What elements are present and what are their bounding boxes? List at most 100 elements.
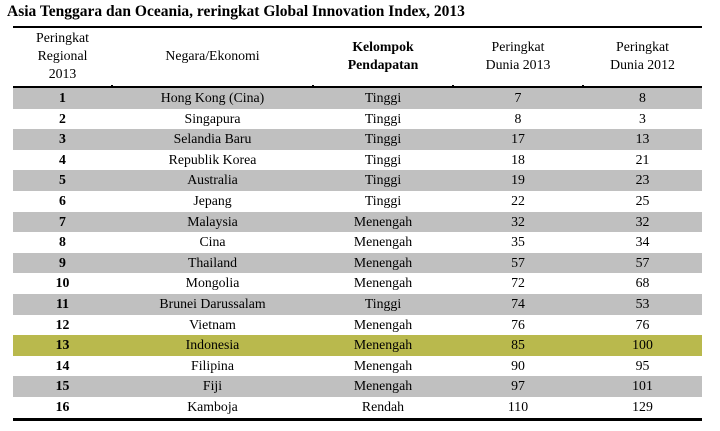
col-header-peringkat-dunia-2013: Peringkat Dunia 2013 xyxy=(453,26,583,88)
world-rank-2012-cell: 76 xyxy=(635,316,650,332)
income-group-cell: Tinggi xyxy=(364,151,402,167)
regional-rank-cell: 16 xyxy=(13,396,112,421)
world-rank-2013-cell: 76 xyxy=(511,316,525,332)
regional-rank-cell: 12 xyxy=(55,316,70,332)
table-row: 5 Australia Tinggi 19 23 xyxy=(13,170,702,191)
income-group-cell: Menengah xyxy=(353,275,413,291)
regional-rank-cell: 15 xyxy=(55,378,70,394)
table-row: 8 Cina Menengah 35 34 xyxy=(13,232,702,253)
table-row: 10 Mongolia Menengah 72 68 xyxy=(13,273,702,294)
income-group-cell: Menengah xyxy=(353,234,413,250)
world-rank-2013-cell: 97 xyxy=(511,378,525,394)
col-header-peringkat-regional-2013: Peringkat Regional 2013 xyxy=(13,26,112,88)
table-row: 14 Filipina Menengah 90 95 xyxy=(13,355,702,377)
world-rank-2012-cell: 3 xyxy=(639,110,646,126)
world-rank-2013-cell: 85 xyxy=(511,337,525,353)
col-header-peringkat-dunia-2012: Peringkat Dunia 2012 xyxy=(583,26,702,88)
country-cell: Hong Kong (Cina) xyxy=(160,90,265,106)
table-row: 6 Jepang Tinggi 22 25 xyxy=(13,190,702,212)
world-rank-2013-cell: 57 xyxy=(511,254,525,270)
income-group-cell: Menengah xyxy=(353,357,413,373)
country-cell: Indonesia xyxy=(185,337,240,353)
regional-rank-cell: 13 xyxy=(55,337,70,353)
regional-rank-cell: 14 xyxy=(55,357,70,373)
table-row: 7 Malaysia Menengah 32 32 xyxy=(13,211,702,233)
table-row: 3 Selandia Baru Tinggi 17 13 xyxy=(13,129,702,150)
country-cell: Mongolia xyxy=(185,275,240,291)
country-cell: Singapura xyxy=(184,110,241,126)
world-rank-2012-cell: 57 xyxy=(635,254,650,270)
country-cell: Malaysia xyxy=(187,213,238,229)
world-rank-2013-cell: 8 xyxy=(514,110,522,126)
regional-rank-cell: 4 xyxy=(59,151,66,167)
regional-rank-cell: 10 xyxy=(55,275,70,291)
country-cell: Selandia Baru xyxy=(173,131,252,147)
country-cell: Jepang xyxy=(193,192,232,208)
world-rank-2013-cell: 90 xyxy=(511,357,525,373)
world-rank-2012-cell: 23 xyxy=(635,172,650,188)
table-row: 2 Singapura Tinggi 8 3 xyxy=(13,108,702,130)
table-row: 13 Indonesia Menengah 85 100 xyxy=(13,335,702,356)
income-group-cell: Menengah xyxy=(353,213,413,229)
world-rank-2012-cell: 95 xyxy=(635,357,650,373)
regional-rank-cell: 1 xyxy=(59,90,66,106)
world-rank-2013-cell: 22 xyxy=(511,192,525,208)
world-rank-2013-cell: 19 xyxy=(511,172,525,188)
table-row: 12 Vietnam Menengah 76 76 xyxy=(13,314,702,336)
col-header-kelompok-pendapatan: Kelompok Pendapatan xyxy=(313,26,453,88)
world-rank-2012-cell: 8 xyxy=(639,90,646,106)
regional-rank-cell: 11 xyxy=(55,295,70,311)
table-row: 16 Kamboja Rendah 110 129 xyxy=(13,396,702,421)
col-header-negara-ekonomi: Negara/Ekonomi xyxy=(112,26,313,88)
country-cell: Cina xyxy=(199,234,226,250)
income-group-cell: Tinggi xyxy=(364,192,402,208)
table-row: 4 Republik Korea Tinggi 18 21 xyxy=(13,149,702,171)
world-rank-2012-cell: 129 xyxy=(583,396,702,421)
regional-rank-cell: 5 xyxy=(59,172,66,188)
world-rank-2013-cell: 72 xyxy=(511,275,525,291)
world-rank-2012-cell: 25 xyxy=(635,192,650,208)
regional-rank-cell: 8 xyxy=(59,234,66,250)
income-group-cell: Menengah xyxy=(353,316,413,332)
column-boundary-tick xyxy=(452,84,454,88)
world-rank-2012-cell: 13 xyxy=(635,131,650,147)
table-header: Peringkat Regional 2013 Negara/Ekonomi K… xyxy=(13,26,702,88)
world-rank-2013-cell: 35 xyxy=(511,234,525,250)
country-cell: Thailand xyxy=(187,254,238,270)
country-cell: Filipina xyxy=(191,357,234,373)
world-rank-2013-cell: 17 xyxy=(511,131,525,147)
country-cell: Fiji xyxy=(202,378,223,394)
world-rank-2012-cell: 32 xyxy=(635,213,650,229)
document-title: Asia Tenggara dan Oceania, reringkat Glo… xyxy=(7,3,465,20)
world-rank-2012-cell: 21 xyxy=(635,151,650,167)
world-rank-2012-cell: 53 xyxy=(635,295,650,311)
world-rank-2012-cell: 100 xyxy=(632,337,653,353)
income-group-cell: Menengah xyxy=(353,337,413,353)
table-row: 1 Hong Kong (Cina) Tinggi 7 8 xyxy=(13,87,702,109)
world-rank-2013-cell: 18 xyxy=(511,151,525,167)
world-rank-2013-cell: 32 xyxy=(511,213,525,229)
table-body: 1 Hong Kong (Cina) Tinggi 7 8 2 Singapura Tingg… xyxy=(13,87,702,421)
country-cell: Kamboja xyxy=(112,396,313,421)
regional-rank-cell: 6 xyxy=(59,192,66,208)
column-boundary-tick xyxy=(312,84,314,88)
regional-rank-cell: 9 xyxy=(59,254,66,270)
table-row: 11 Brunei Darussalam Tinggi 74 53 xyxy=(13,293,702,315)
table-row: 15 Fiji Menengah 97 101 xyxy=(13,376,702,397)
world-rank-2013-cell: 74 xyxy=(511,295,525,311)
income-group-cell: Menengah xyxy=(353,254,413,270)
regional-rank-cell: 2 xyxy=(59,110,66,126)
regional-rank-cell: 7 xyxy=(59,213,66,229)
country-cell: Brunei Darussalam xyxy=(159,295,266,311)
income-group-cell: Tinggi xyxy=(364,90,402,106)
column-boundary-tick xyxy=(111,84,113,88)
column-boundary-tick xyxy=(582,84,584,88)
country-cell: Republik Korea xyxy=(168,151,257,167)
income-group-cell: Tinggi xyxy=(364,131,402,147)
income-group-cell: Tinggi xyxy=(364,295,402,311)
world-rank-2012-cell: 34 xyxy=(635,234,650,250)
world-rank-2012-cell: 68 xyxy=(635,275,650,291)
world-rank-2013-cell: 110 xyxy=(453,396,583,421)
world-rank-2012-cell: 101 xyxy=(632,378,653,394)
income-group-cell: Tinggi xyxy=(364,172,402,188)
